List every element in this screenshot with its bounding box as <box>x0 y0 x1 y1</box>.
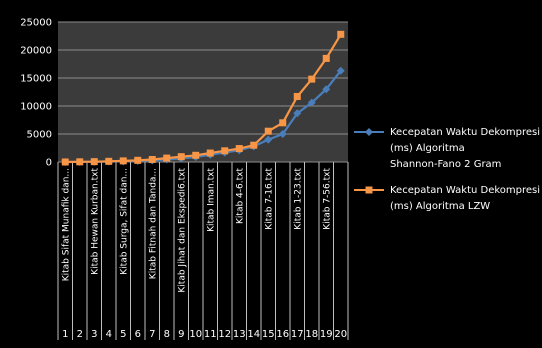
data-point-square <box>163 154 171 162</box>
x-tick-label: 5 <box>120 329 126 340</box>
data-point-square <box>192 151 200 159</box>
x-tick-label: 18 <box>305 329 318 340</box>
data-point-square <box>119 157 127 165</box>
legend: Kecepatan Waktu Dekompresi (ms) Algoritma… <box>354 127 540 212</box>
data-point-diamond <box>307 98 316 107</box>
data-point-square <box>235 145 243 153</box>
x-tick-label: 8 <box>164 329 170 340</box>
series-layer <box>61 30 345 166</box>
legend-label: Kecepatan Waktu Dekompresi (ms) Algoritma… <box>390 127 540 170</box>
x-tick-label: 7 <box>149 329 155 340</box>
x-category-label: Kitab 1-23.txt <box>293 168 303 230</box>
data-point-diamond <box>322 85 331 94</box>
data-point-square <box>308 75 316 83</box>
x-category-label: Kitab Hewan Kurban.txt <box>90 168 100 275</box>
x-axis-number-labels: 1 2 3 4 5 6 7 8 9 10 11 12 13 14 15 16 17 18 19 20 <box>62 329 347 340</box>
legend-marker-diamond <box>365 128 373 136</box>
x-tick-label: 3 <box>91 329 97 340</box>
gridlines <box>57 21 349 340</box>
x-tick-label: 2 <box>77 329 83 340</box>
x-tick-label: 6 <box>135 329 141 340</box>
x-tick-label: 12 <box>218 329 231 340</box>
x-tick-label: 13 <box>233 329 246 340</box>
data-point-square <box>134 156 142 164</box>
x-category-label: Kitab 4-6.txt <box>235 168 245 224</box>
data-point-square <box>61 158 69 166</box>
data-point-square <box>177 153 185 161</box>
data-point-square <box>221 147 229 155</box>
x-tick-label: 17 <box>291 329 304 340</box>
x-tick-label: 16 <box>276 329 289 340</box>
data-point-diamond <box>293 109 302 118</box>
x-tick-label: 4 <box>106 329 112 340</box>
x-tick-label: 10 <box>189 329 202 340</box>
data-point-square <box>279 119 287 127</box>
y-tick-label: 20000 <box>20 46 52 57</box>
y-tick-label: 5000 <box>27 130 52 141</box>
x-category-label: Kitab Jihat dan Ekspedi6.txt <box>177 168 187 293</box>
y-tick-label: 15000 <box>20 74 52 85</box>
x-tick-label: 15 <box>262 329 275 340</box>
data-point-diamond <box>264 135 273 144</box>
y-axis-ticks: 0 5000 10000 15000 20000 25000 <box>20 18 52 169</box>
x-category-label: Kitab Fitnah dan Tanda... <box>148 168 158 279</box>
legend-marker-square <box>365 186 373 194</box>
x-tick-label: 9 <box>178 329 184 340</box>
data-point-square <box>90 158 98 166</box>
data-point-square <box>105 157 113 165</box>
x-tick-label: 1 <box>62 329 68 340</box>
x-category-label: Kitab Iman.txt <box>206 168 216 232</box>
legend-label: Kecepatan Waktu Dekompresi (ms) Algoritma… <box>390 185 540 212</box>
x-category-label: Kitab Surga, Sifat dan... <box>119 168 129 275</box>
data-point-square <box>148 155 156 163</box>
data-point-diamond <box>278 130 287 138</box>
x-category-label: Kitab Sifat Munafik dan... <box>61 168 71 281</box>
y-tick-label: 10000 <box>20 102 52 113</box>
data-point-square <box>264 127 272 135</box>
data-point-square <box>76 158 84 166</box>
plot-area <box>58 22 348 162</box>
data-point-square <box>293 92 301 100</box>
data-point-square <box>206 149 214 157</box>
y-tick-label: 25000 <box>20 18 52 29</box>
data-point-square <box>322 54 330 62</box>
x-tick-label: 20 <box>334 329 347 340</box>
y-tick-label: 0 <box>46 158 52 169</box>
x-tick-label: 11 <box>204 329 217 340</box>
data-point-diamond <box>336 66 345 75</box>
x-category-label: Kitab 7-16.txt <box>264 168 274 230</box>
x-axis-category-labels: Kitab Sifat Munafik dan... Kitab Hewan Ku… <box>61 168 332 293</box>
data-point-square <box>337 30 345 38</box>
x-tick-label: 14 <box>247 329 260 340</box>
x-tick-label: 19 <box>320 329 333 340</box>
data-point-square <box>250 141 258 149</box>
x-category-label: Kitab 7-56.txt <box>322 168 332 230</box>
